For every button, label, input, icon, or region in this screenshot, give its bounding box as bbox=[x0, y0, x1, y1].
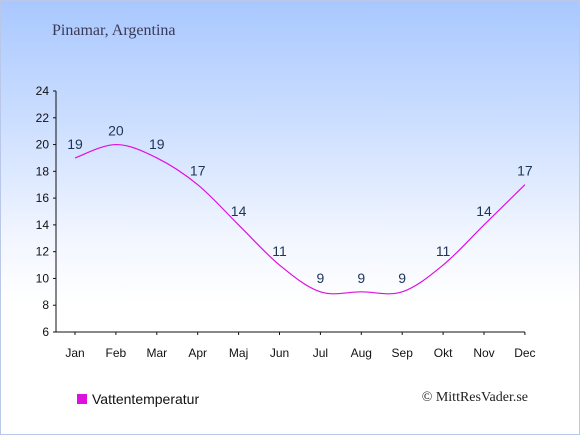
x-tick-label: Dec bbox=[514, 346, 535, 360]
series-line-vattentemperatur bbox=[74, 143, 526, 295]
y-tick-label: 6 bbox=[42, 325, 49, 339]
y-tick-label: 20 bbox=[36, 138, 50, 152]
x-tick-label: Jun bbox=[270, 346, 289, 360]
y-tick-label: 12 bbox=[36, 245, 50, 259]
x-axis-ticks: Jan Feb Mar Apr Maj Jun Jul Aug Sep Okt Nov Dec bbox=[65, 332, 536, 360]
legend-swatch bbox=[77, 394, 87, 404]
data-label: 17 bbox=[517, 163, 533, 179]
data-label: 11 bbox=[272, 243, 287, 259]
data-label: 14 bbox=[231, 203, 247, 219]
data-label: 11 bbox=[436, 243, 451, 259]
x-tick-label: Jan bbox=[65, 346, 84, 360]
y-tick-label: 14 bbox=[36, 218, 50, 232]
y-tick-label: 16 bbox=[36, 191, 50, 205]
legend-label: Vattentemperatur bbox=[92, 391, 200, 407]
axes bbox=[55, 91, 525, 333]
y-tick-label: 10 bbox=[36, 271, 50, 285]
x-tick-label: Apr bbox=[188, 346, 207, 360]
y-tick-label: 8 bbox=[42, 298, 49, 312]
data-label: 20 bbox=[108, 123, 124, 139]
data-label: 19 bbox=[149, 136, 165, 152]
x-tick-label: Nov bbox=[473, 346, 494, 360]
data-label: 9 bbox=[317, 270, 325, 286]
data-label: 19 bbox=[67, 136, 83, 152]
x-tick-label: Jul bbox=[313, 346, 328, 360]
data-label: 17 bbox=[190, 163, 206, 179]
copyright-text: © MittResVader.se bbox=[421, 390, 528, 405]
data-labels: 19 20 19 17 14 11 9 9 9 11 14 17 bbox=[67, 123, 533, 286]
data-label: 9 bbox=[398, 270, 406, 286]
data-label: 14 bbox=[476, 203, 492, 219]
x-tick-label: Maj bbox=[229, 346, 248, 360]
y-axis-ticks: 6 8 10 12 14 16 18 20 22 24 bbox=[36, 84, 56, 339]
y-tick-label: 18 bbox=[36, 164, 50, 178]
y-tick-label: 24 bbox=[36, 84, 50, 98]
series-layer bbox=[74, 143, 526, 295]
data-label: 9 bbox=[357, 270, 365, 286]
x-tick-label: Mar bbox=[146, 346, 167, 360]
legend: Vattentemperatur bbox=[77, 391, 199, 407]
y-tick-label: 22 bbox=[36, 111, 50, 125]
location-title: Pinamar, Argentina bbox=[52, 22, 176, 39]
x-tick-label: Sep bbox=[392, 346, 414, 360]
x-tick-label: Okt bbox=[434, 346, 453, 360]
x-tick-label: Aug bbox=[351, 346, 372, 360]
x-tick-label: Feb bbox=[106, 346, 127, 360]
